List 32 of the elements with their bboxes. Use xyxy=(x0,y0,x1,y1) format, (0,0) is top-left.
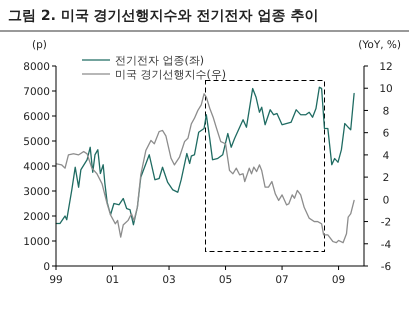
x-tick-label: 09 xyxy=(332,274,346,286)
y2-tick-label: 0 xyxy=(382,194,390,206)
y2-axis-title: (YoY, %) xyxy=(358,39,401,51)
y2-tick-label: 12 xyxy=(379,61,393,73)
y2-tick-label: 2 xyxy=(382,172,390,184)
y-tick-label: 3000 xyxy=(23,186,50,198)
y-tick-label: 0 xyxy=(43,261,50,273)
y-tick-label: 7000 xyxy=(23,86,50,98)
x-tick-label: 01 xyxy=(106,274,120,286)
y-tick-label: 2000 xyxy=(23,211,50,223)
x-tick-label: 03 xyxy=(162,274,176,286)
line-series xyxy=(55,93,355,244)
y2-tick-label: -6 xyxy=(380,261,392,273)
y2-tick-label: -4 xyxy=(380,238,392,251)
y2-tick-label: 8 xyxy=(382,105,390,118)
line-series xyxy=(55,86,355,226)
x-tick-label: 07 xyxy=(275,274,289,286)
x-tick-label: 99 xyxy=(49,274,63,286)
y-tick-label: 6000 xyxy=(23,111,50,123)
y-tick-label: 8000 xyxy=(23,61,50,73)
y-tick-label: 1000 xyxy=(23,236,50,248)
y-tick-label: 5000 xyxy=(23,136,50,148)
y2-tick-label: 10 xyxy=(379,83,393,96)
x-tick-label: 05 xyxy=(218,274,232,286)
y-axis-title: (p) xyxy=(32,39,47,51)
y2-tick-label: -2 xyxy=(380,216,392,229)
legend-label: 전기전자 업종(좌) xyxy=(115,54,204,67)
y2-tick-label: 6 xyxy=(382,128,390,140)
y-tick-label: 4000 xyxy=(23,161,50,173)
y2-tick-label: 4 xyxy=(382,150,390,162)
chart-title: 그림 2. 미국 경기선행지수와 전기전자 업종 추이 xyxy=(8,8,318,24)
legend-label: 미국 경기선행지수(우) xyxy=(115,68,226,81)
